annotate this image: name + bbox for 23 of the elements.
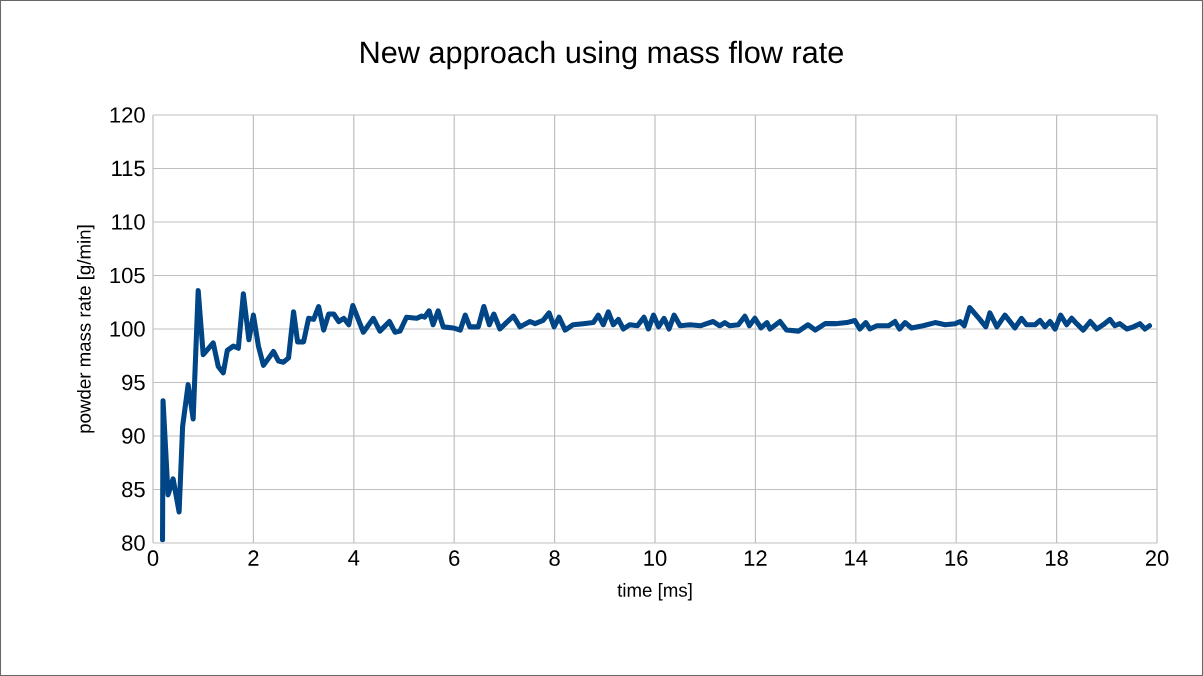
chart-title: New approach using mass flow rate [361, 40, 843, 70]
y-tick-label: 100 [110, 321, 145, 337]
x-tick-label: 12 [744, 550, 767, 566]
y-tick-label: 105 [110, 267, 145, 284]
x-tick-label: 8 [549, 550, 560, 566]
y-tick-label: 90 [122, 428, 145, 444]
y-tick-label: 110 [112, 214, 145, 230]
y-tick-label: 85 [122, 481, 145, 498]
x-tick-label: 14 [845, 550, 868, 566]
x-tick-label: 10 [644, 550, 667, 566]
x-tick-label: 4 [348, 550, 360, 566]
x-tick-label: 6 [449, 550, 460, 566]
x-tick-label: 18 [1046, 550, 1068, 566]
y-tick-label: 80 [122, 535, 145, 551]
y-tick-label: 120 [110, 107, 145, 123]
y-axis-title: powder mass rate [g/min] [77, 225, 95, 433]
x-tick-label: 2 [248, 550, 259, 566]
y-tick-label: 115 [112, 160, 145, 177]
y-tick-label: 95 [122, 374, 145, 391]
x-axis-title: time [ms] [617, 583, 692, 601]
x-tick-label: 0 [147, 550, 159, 566]
x-tick-label: 16 [945, 550, 968, 566]
x-tick-label: 20 [1145, 550, 1169, 566]
